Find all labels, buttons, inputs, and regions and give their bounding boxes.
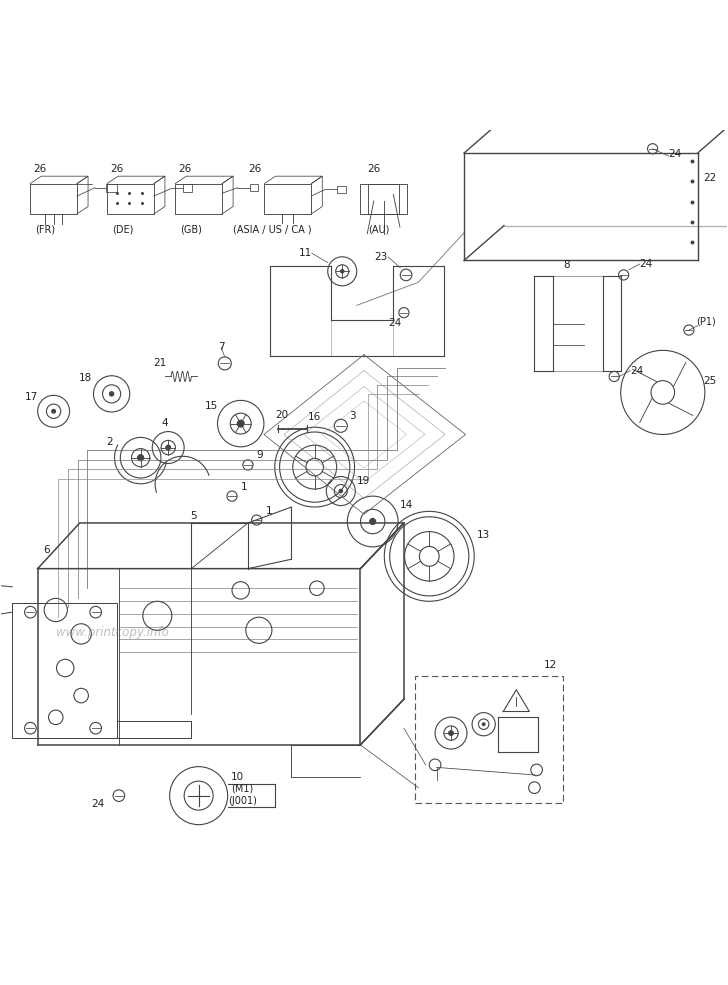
Text: 20: 20 (274, 410, 288, 420)
Text: 24: 24 (668, 150, 682, 160)
Text: www.printcopy.info: www.printcopy.info (56, 626, 169, 639)
Circle shape (448, 731, 454, 736)
Bar (30, 183, 77, 214)
Text: 8: 8 (563, 260, 570, 270)
Text: 17: 17 (25, 392, 38, 403)
Bar (264, 183, 312, 214)
Text: 1: 1 (241, 483, 248, 492)
Text: 3: 3 (349, 411, 356, 421)
Text: 4: 4 (161, 418, 167, 427)
Text: 7: 7 (218, 343, 224, 353)
Text: 16: 16 (307, 412, 320, 422)
Text: 19: 19 (357, 476, 370, 486)
Circle shape (339, 490, 343, 492)
Text: 1: 1 (266, 506, 272, 516)
Text: 11: 11 (298, 248, 312, 258)
Text: 24: 24 (630, 365, 644, 375)
Text: 15: 15 (205, 401, 218, 411)
Text: 26: 26 (178, 164, 191, 173)
Bar (107, 183, 154, 214)
Text: 12: 12 (544, 660, 557, 670)
Text: 26: 26 (33, 164, 47, 173)
Text: (ASIA / US / CA ): (ASIA / US / CA ) (234, 225, 312, 234)
Bar (175, 183, 222, 214)
Circle shape (370, 518, 376, 525)
Text: (FR): (FR) (36, 225, 55, 234)
Bar (183, 184, 192, 192)
Bar (415, 676, 563, 803)
Bar (368, 183, 399, 214)
Text: 26: 26 (248, 164, 261, 173)
Text: 9: 9 (257, 450, 264, 460)
Circle shape (482, 723, 485, 726)
Text: 6: 6 (44, 545, 50, 555)
Text: 23: 23 (375, 252, 388, 262)
Text: 18: 18 (79, 372, 92, 383)
Circle shape (237, 421, 244, 427)
Text: 10: 10 (232, 771, 245, 782)
Text: 21: 21 (154, 358, 167, 367)
Circle shape (138, 455, 143, 461)
Text: 24: 24 (388, 318, 401, 328)
Text: 5: 5 (190, 510, 197, 521)
Circle shape (52, 410, 55, 413)
Text: 22: 22 (703, 172, 716, 182)
Text: 13: 13 (476, 530, 490, 540)
Text: 26: 26 (368, 164, 381, 173)
Text: 25: 25 (703, 375, 716, 386)
Text: (AU): (AU) (368, 225, 389, 234)
Text: (GB): (GB) (181, 225, 202, 234)
Text: (M1): (M1) (232, 783, 253, 793)
Text: 24: 24 (91, 799, 105, 809)
Bar (250, 184, 258, 191)
Circle shape (166, 445, 170, 450)
Text: 14: 14 (400, 500, 414, 510)
Bar (106, 183, 117, 192)
Bar (360, 183, 407, 214)
Circle shape (109, 392, 114, 396)
Bar (338, 185, 347, 193)
Text: (J001): (J001) (228, 796, 256, 807)
Text: (DE): (DE) (112, 225, 134, 234)
Text: 24: 24 (640, 259, 653, 269)
Text: 26: 26 (110, 164, 124, 173)
Text: (P1): (P1) (696, 316, 716, 326)
Circle shape (341, 270, 344, 273)
Text: 2: 2 (106, 436, 112, 446)
